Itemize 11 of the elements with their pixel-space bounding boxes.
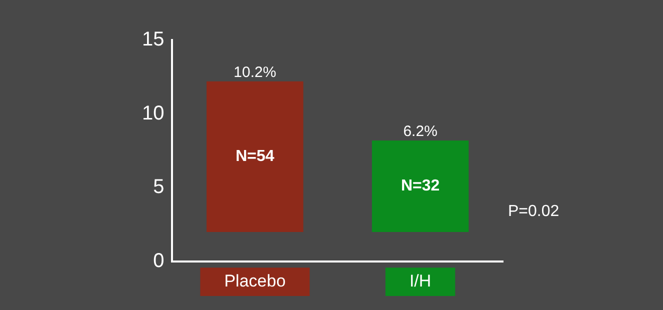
y-tick-label: 0 <box>153 250 164 272</box>
x-tick-label: Placebo <box>224 271 286 290</box>
x-tick-label: I/H <box>409 271 432 290</box>
y-tick-label: 10 <box>142 102 164 124</box>
y-tick-label: 5 <box>153 176 164 198</box>
annotation: N=32 <box>400 178 440 195</box>
text: P=0.02 <box>508 202 560 220</box>
data-label: 6.2% <box>403 123 438 140</box>
data-label: 10.2% <box>234 64 276 82</box>
y-tick-label: 15 <box>142 28 164 51</box>
annotation: N=54 <box>236 148 274 166</box>
